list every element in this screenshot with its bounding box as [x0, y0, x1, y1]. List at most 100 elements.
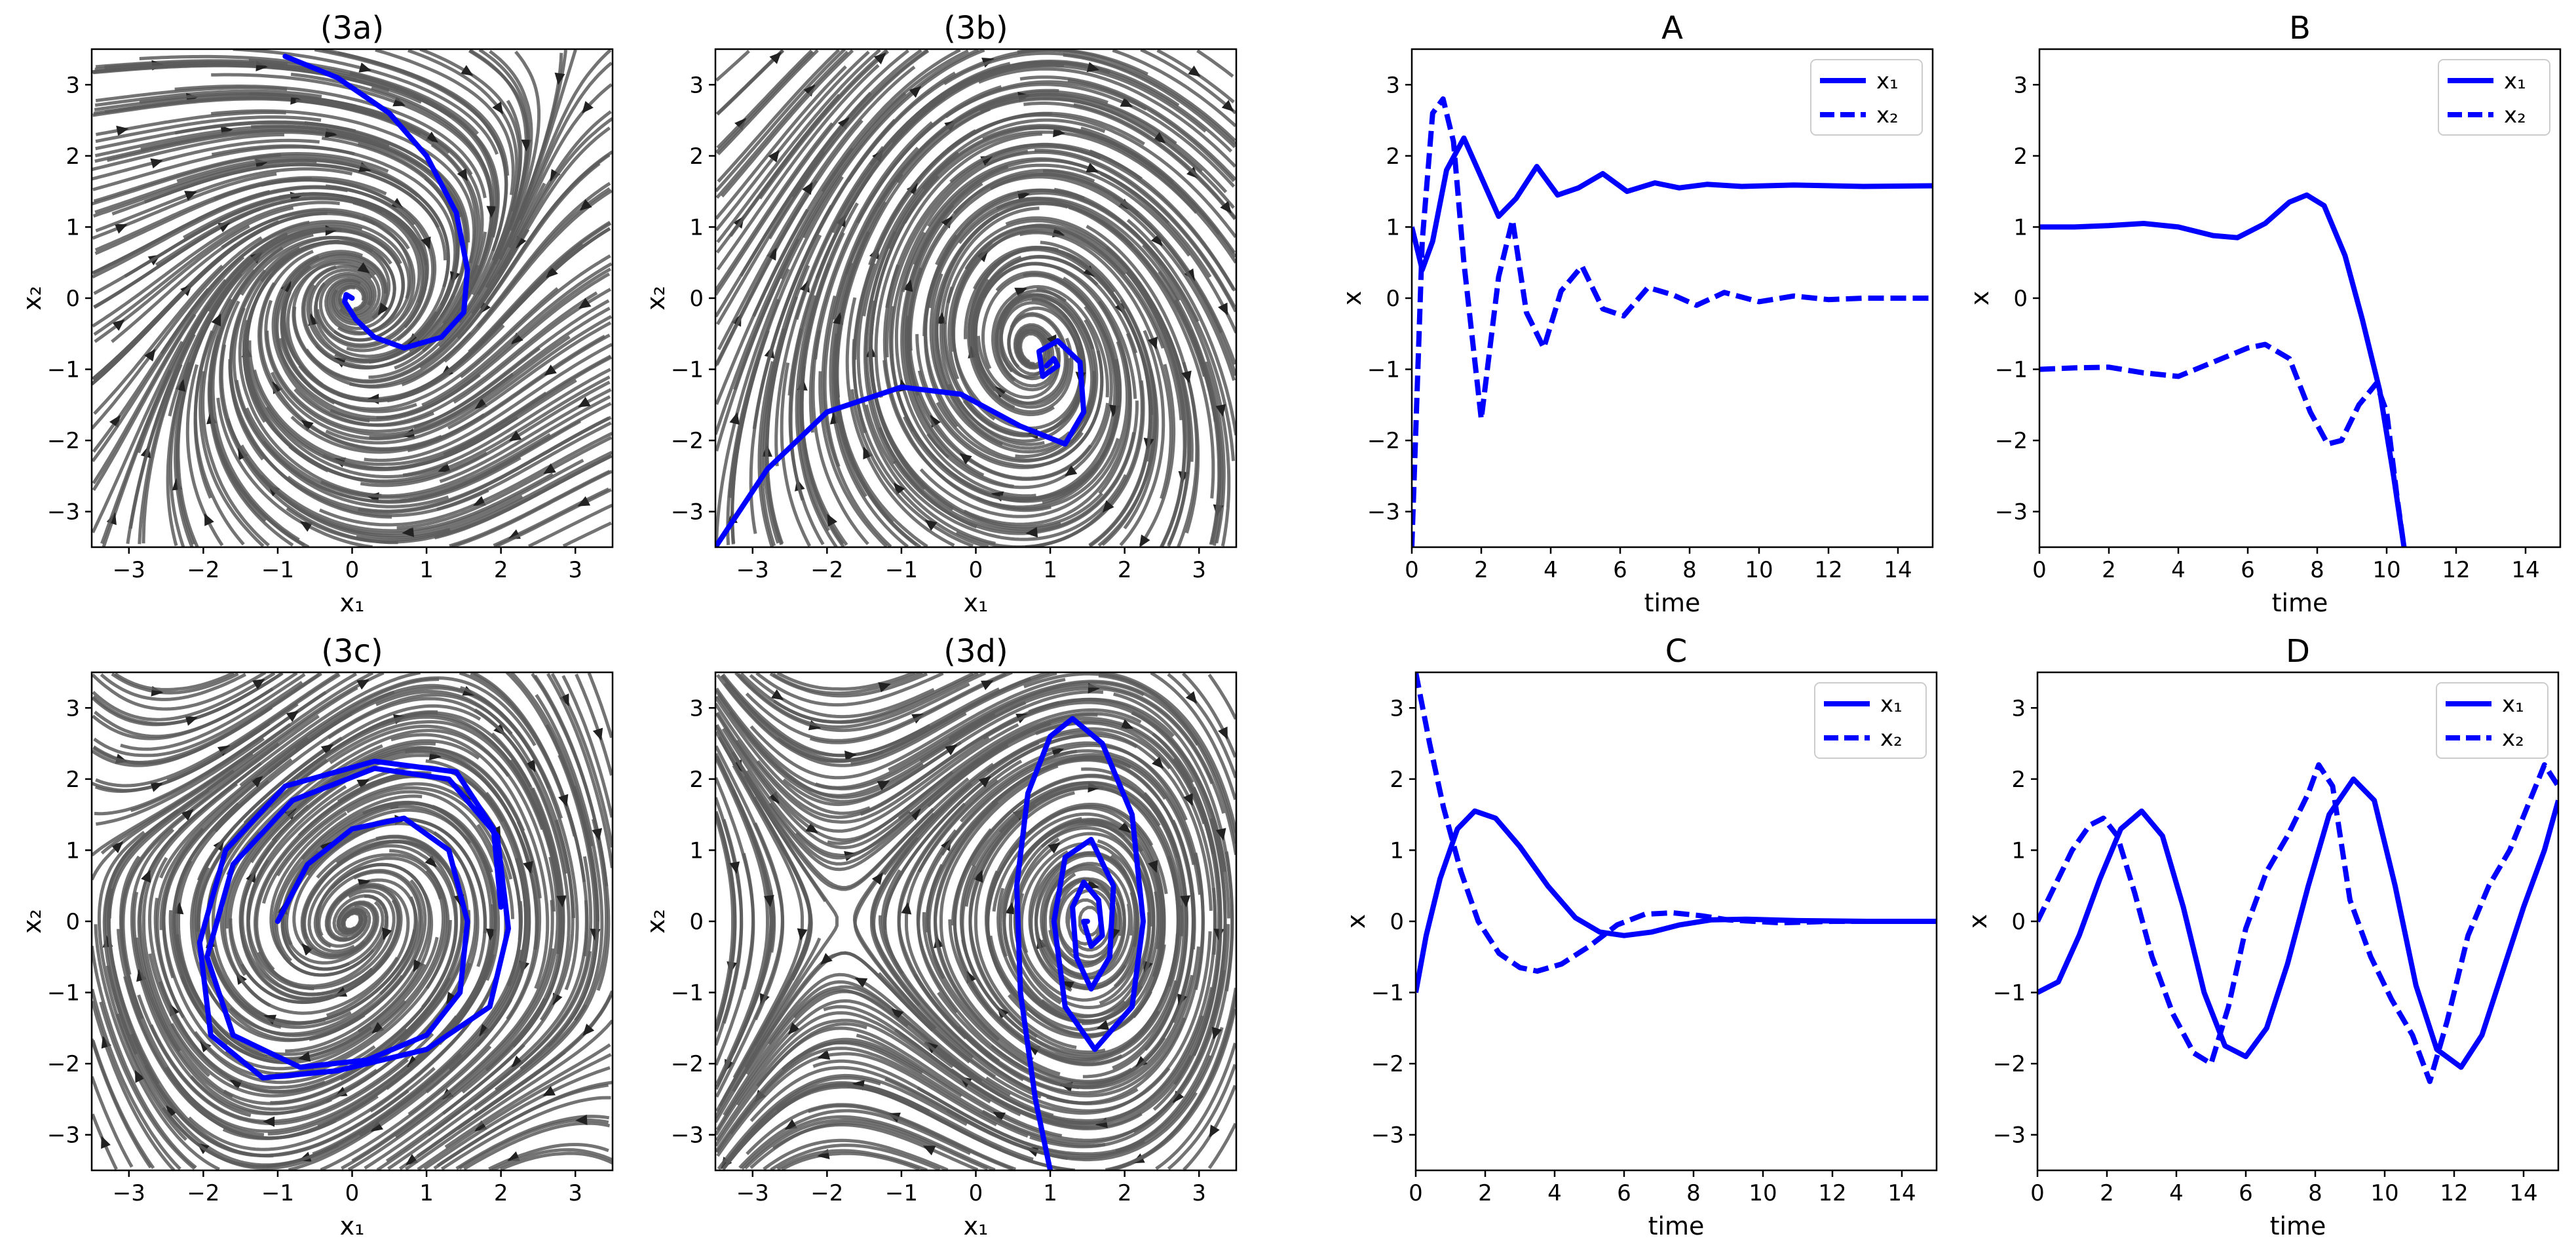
- streamline: [307, 853, 450, 990]
- streamline: [808, 121, 934, 433]
- stream-arrow: [204, 513, 214, 526]
- streamline: [120, 672, 306, 751]
- x-tick-label: 3: [568, 1180, 582, 1206]
- x-tick-label: 1: [1043, 1180, 1057, 1206]
- streamline: [474, 708, 571, 1021]
- legend-label: x₂: [2502, 725, 2524, 752]
- streamline: [1044, 862, 1133, 980]
- stream-arrow: [525, 759, 536, 773]
- plot-area: [1412, 96, 1933, 547]
- stream-arrow: [802, 182, 813, 195]
- streamline: [229, 870, 422, 1036]
- stream-arrow: [797, 928, 808, 941]
- stream-arrow: [486, 206, 497, 218]
- streamline: [970, 255, 1138, 410]
- streamline: [811, 330, 869, 545]
- streamline: [93, 206, 294, 336]
- streamline: [144, 1064, 436, 1157]
- streamline: [518, 49, 612, 221]
- stream-arrow: [301, 943, 314, 956]
- streamline: [390, 805, 493, 1069]
- y-tick-label: 0: [66, 909, 80, 935]
- stream-arrow: [579, 199, 592, 211]
- stream-arrow: [358, 62, 371, 73]
- streamline: [575, 673, 613, 776]
- stream-arrow: [993, 1111, 1006, 1123]
- y-tick-label: −2: [1995, 428, 2028, 454]
- stream-arrow: [284, 808, 297, 820]
- stream-arrow: [377, 302, 389, 316]
- x-tick-label: 0: [345, 557, 360, 583]
- streamline: [456, 994, 613, 1130]
- streamline: [208, 382, 310, 547]
- streamline: [174, 85, 487, 199]
- panel-title: C: [1665, 633, 1688, 670]
- legend-box: [1810, 59, 1923, 136]
- streamline: [149, 1024, 434, 1124]
- streamline: [210, 109, 476, 264]
- streamline: [288, 375, 611, 483]
- stream-arrow: [150, 158, 163, 169]
- streamline: [715, 696, 871, 815]
- x-axis-label: time: [1644, 588, 1701, 617]
- y-tick-label: 0: [689, 286, 704, 312]
- streamline: [1110, 775, 1186, 1070]
- panel-title: D: [2286, 633, 2310, 670]
- streamline: [315, 143, 478, 370]
- streamline: [533, 674, 611, 991]
- y-tick-label: 3: [2011, 695, 2026, 721]
- y-axis-label: x₂: [18, 286, 47, 311]
- streamline: [744, 1118, 989, 1170]
- series-line-0: [2039, 192, 2407, 547]
- streamline: [1167, 672, 1236, 778]
- legend: x₁ x₂: [2438, 59, 2550, 136]
- streamline: [92, 1000, 176, 1170]
- streamline: [92, 212, 376, 386]
- streamline: [100, 672, 246, 701]
- streamline: [918, 93, 1228, 193]
- streamline: [201, 298, 270, 547]
- x-tick-label: 12: [1818, 1180, 1846, 1206]
- streamline: [92, 1076, 134, 1168]
- x-tick-label: 14: [2511, 557, 2539, 583]
- stream-arrow: [787, 1022, 801, 1035]
- streamline: [740, 1115, 996, 1170]
- x-tick-label: 4: [1547, 1180, 1562, 1206]
- streamline: [94, 924, 220, 1170]
- streamline: [809, 672, 1013, 744]
- stream-arrow: [1181, 370, 1192, 383]
- y-axis-label: x: [1963, 914, 1992, 929]
- stream-arrow: [446, 991, 457, 1005]
- streamline: [1150, 672, 1236, 800]
- x-tick-label: 2: [494, 1180, 508, 1206]
- stream-arrow: [479, 1024, 491, 1037]
- streamline: [356, 451, 613, 542]
- streamline: [913, 163, 1191, 265]
- streamline: [587, 672, 613, 739]
- y-tick-label: −2: [671, 428, 704, 454]
- streamline: [772, 672, 923, 695]
- streamline: [473, 818, 608, 1111]
- streamline: [275, 849, 448, 1076]
- streamline: [715, 50, 870, 231]
- streamline: [261, 178, 435, 353]
- x-tick-label: −3: [736, 1180, 769, 1206]
- y-tick-label: −1: [1995, 357, 2028, 383]
- stream-arrow: [134, 1069, 145, 1083]
- y-tick-label: −2: [671, 1051, 704, 1077]
- stream-arrow: [413, 959, 424, 972]
- streamline: [715, 119, 863, 366]
- y-tick-label: 2: [689, 144, 704, 170]
- streamline: [971, 279, 1067, 405]
- streamline: [100, 672, 374, 855]
- streamline: [92, 988, 181, 1170]
- streamline: [254, 154, 450, 349]
- streamline: [724, 1081, 1034, 1164]
- streamline: [320, 395, 611, 498]
- stream-arrow: [873, 52, 886, 65]
- streamline: [1105, 246, 1190, 545]
- streamline: [130, 672, 358, 813]
- streamline: [451, 470, 613, 547]
- streamline: [216, 397, 373, 547]
